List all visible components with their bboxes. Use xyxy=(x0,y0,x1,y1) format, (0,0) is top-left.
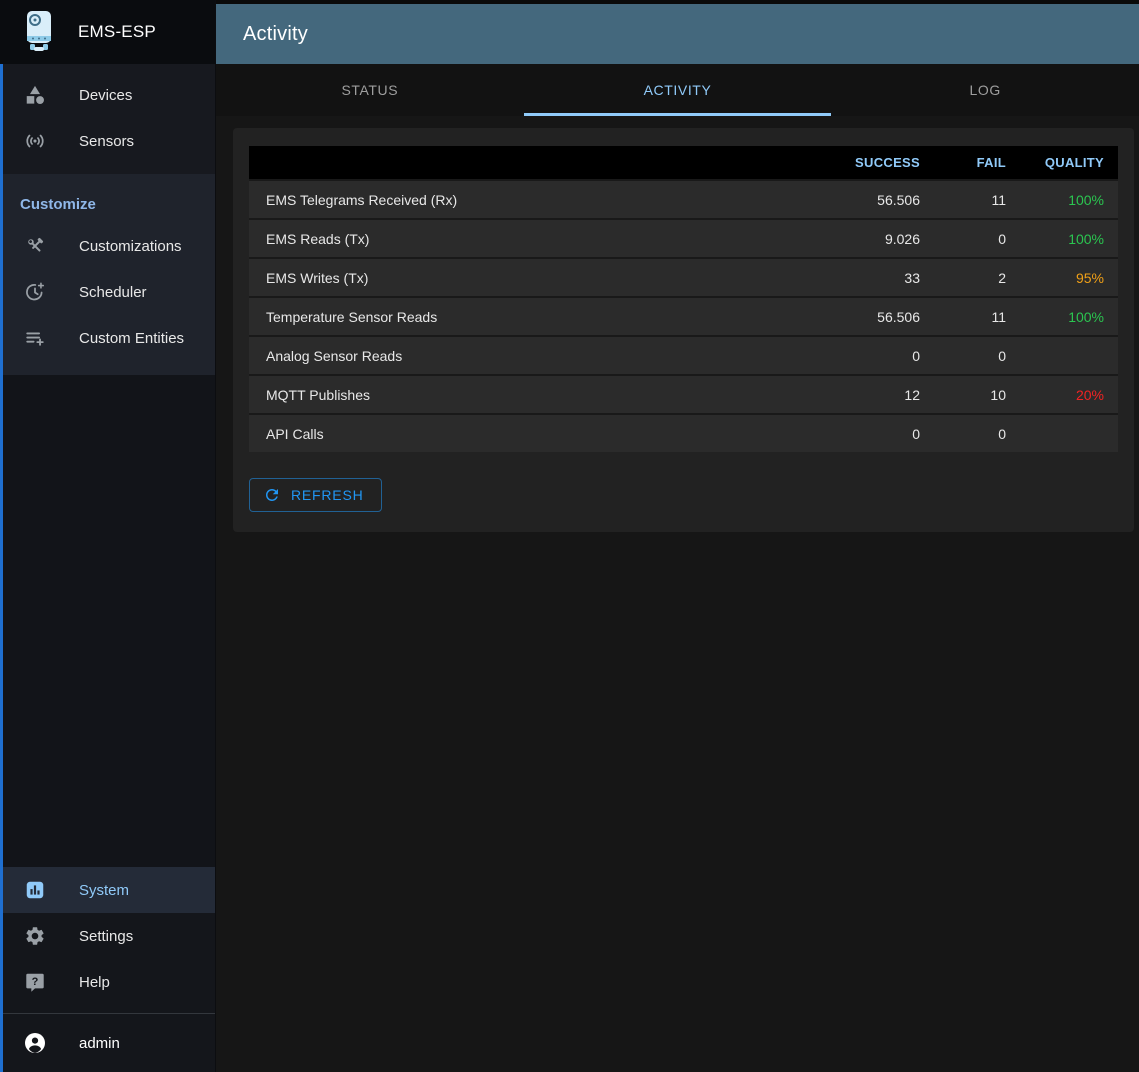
sidebar-header: EMS-ESP xyxy=(0,0,215,64)
sidebar-item-label: Scheduler xyxy=(79,283,147,301)
row-fail: 10 xyxy=(990,386,1006,403)
clock-plus-icon xyxy=(23,280,47,304)
sidebar-item-label: System xyxy=(79,881,130,899)
account-circle-icon xyxy=(23,1031,47,1055)
refresh-label: REFRESH xyxy=(291,487,364,503)
left-edge-strip xyxy=(0,64,3,1072)
tab-log[interactable]: LOG xyxy=(969,82,1001,98)
row-label: Analog Sensor Reads xyxy=(266,347,403,364)
refresh-button[interactable]: REFRESH xyxy=(249,478,382,512)
header-success: SUCCESS xyxy=(855,155,920,170)
tools-icon xyxy=(23,234,47,258)
sidebar-item-label: Customizations xyxy=(79,237,182,255)
topbar: Activity xyxy=(216,4,1139,64)
sidebar-item-settings[interactable]: Settings xyxy=(0,913,215,959)
refresh-icon xyxy=(263,486,281,504)
row-label: MQTT Publishes xyxy=(266,386,370,403)
row-success: 33 xyxy=(904,269,920,286)
top-strip xyxy=(216,0,1139,4)
row-label: API Calls xyxy=(266,425,324,442)
content: SUCCESS FAIL QUALITY EMS Telegrams Recei… xyxy=(216,116,1139,1072)
sidebar-item-label: Help xyxy=(79,973,110,991)
activity-table: SUCCESS FAIL QUALITY EMS Telegrams Recei… xyxy=(249,146,1118,452)
row-fail: 11 xyxy=(991,308,1006,325)
sidebar-divider xyxy=(0,1013,215,1014)
analytics-icon xyxy=(23,878,47,902)
row-success: 0 xyxy=(912,347,920,364)
row-success: 56.506 xyxy=(877,191,920,208)
category-icon xyxy=(23,83,47,107)
sidebar-item-devices[interactable]: Devices xyxy=(0,72,215,118)
sensors-icon xyxy=(23,129,47,153)
sidebar-item-customizations[interactable]: Customizations xyxy=(0,223,215,269)
row-fail: 11 xyxy=(991,191,1006,208)
app-title: EMS-ESP xyxy=(78,22,156,41)
row-quality: 100% xyxy=(1068,230,1104,247)
sidebar-item-custom-entities[interactable]: Custom Entities xyxy=(0,315,215,361)
sidebar-item-scheduler[interactable]: Scheduler xyxy=(0,269,215,315)
row-fail: 0 xyxy=(998,230,1006,247)
row-quality: 20% xyxy=(1075,386,1104,403)
table-header-row: SUCCESS FAIL QUALITY xyxy=(249,146,1118,179)
sidebar: EMS-ESP Devices xyxy=(0,0,216,1072)
sidebar-customize-section: Customize Customizations xyxy=(0,174,215,375)
sidebar-item-sensors[interactable]: Sensors xyxy=(0,118,215,164)
sidebar-user-admin[interactable]: admin xyxy=(0,1014,215,1072)
sidebar-item-system[interactable]: System xyxy=(0,867,215,913)
row-label: EMS Writes (Tx) xyxy=(266,269,369,286)
row-label: EMS Reads (Tx) xyxy=(266,230,370,247)
sidebar-item-label: Sensors xyxy=(79,132,135,150)
row-label: EMS Telegrams Received (Rx) xyxy=(266,191,458,208)
row-quality: 100% xyxy=(1068,308,1104,325)
header-quality: QUALITY xyxy=(1044,155,1104,170)
sidebar-nav-bottom: System Settings ? Help xyxy=(0,867,215,1072)
table-row: EMS Telegrams Received (Rx) 56.506 11 10… xyxy=(249,179,1118,218)
sidebar-item-label: Devices xyxy=(79,86,133,104)
table-row: MQTT Publishes 12 10 20% xyxy=(249,374,1118,413)
row-label: Temperature Sensor Reads xyxy=(266,308,438,325)
row-quality: 95% xyxy=(1075,269,1104,286)
table-row: API Calls 0 0 xyxy=(249,413,1118,452)
table-row: EMS Reads (Tx) 9.026 0 100% xyxy=(249,218,1118,257)
row-success: 0 xyxy=(912,425,920,442)
row-success: 9.026 xyxy=(884,230,920,247)
sidebar-spacer xyxy=(0,375,215,867)
sidebar-item-help[interactable]: ? Help xyxy=(0,959,215,1005)
user-label: admin xyxy=(79,1034,120,1052)
table-row: Analog Sensor Reads 0 0 xyxy=(249,335,1118,374)
customize-header: Customize xyxy=(20,196,96,213)
activity-card: SUCCESS FAIL QUALITY EMS Telegrams Recei… xyxy=(233,128,1134,532)
row-fail: 0 xyxy=(998,347,1006,364)
sidebar-nav-top: Devices Sensors xyxy=(0,64,215,174)
row-fail: 2 xyxy=(998,269,1006,286)
row-quality: 100% xyxy=(1068,191,1104,208)
table-row: Temperature Sensor Reads 56.506 11 100% xyxy=(249,296,1118,335)
boiler-logo-icon xyxy=(20,9,60,55)
page-title: Activity xyxy=(243,22,308,45)
svg-text:?: ? xyxy=(32,976,39,988)
row-fail: 0 xyxy=(998,425,1006,442)
sidebar-item-label: Custom Entities xyxy=(79,329,185,347)
row-success: 56.506 xyxy=(877,308,920,325)
sidebar-item-label: Settings xyxy=(79,927,134,945)
help-icon: ? xyxy=(23,970,47,994)
tabbar: STATUS ACTIVITY LOG xyxy=(216,64,1139,116)
tab-activity[interactable]: ACTIVITY xyxy=(523,64,832,116)
header-fail: FAIL xyxy=(976,155,1006,170)
table-row: EMS Writes (Tx) 33 2 95% xyxy=(249,257,1118,296)
playlist-add-icon xyxy=(23,326,47,350)
tab-status[interactable]: STATUS xyxy=(341,82,399,98)
row-success: 12 xyxy=(904,386,920,403)
main-area: Activity STATUS ACTIVITY LOG SUCCESS FAI… xyxy=(216,0,1139,1072)
gear-icon xyxy=(23,924,47,948)
